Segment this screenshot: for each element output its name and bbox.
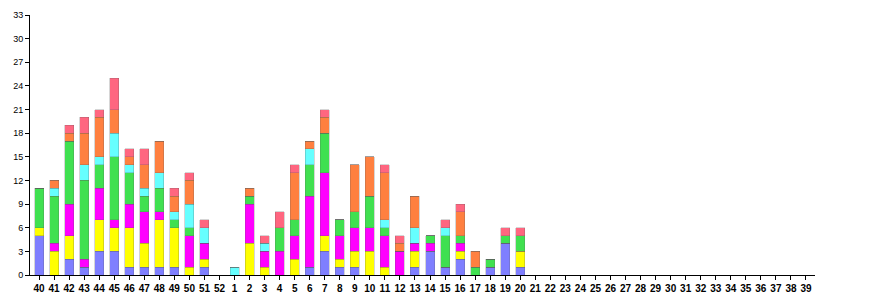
svg-text:49: 49	[169, 283, 181, 294]
svg-text:18: 18	[485, 283, 497, 294]
svg-text:24: 24	[13, 81, 23, 91]
svg-text:23: 23	[560, 283, 572, 294]
svg-text:26: 26	[605, 283, 617, 294]
svg-text:2: 2	[247, 283, 253, 294]
svg-text:32: 32	[695, 283, 707, 294]
svg-text:48: 48	[154, 283, 166, 294]
svg-text:25: 25	[590, 283, 602, 294]
svg-text:21: 21	[13, 105, 23, 115]
svg-text:36: 36	[755, 283, 767, 294]
svg-text:6: 6	[307, 283, 313, 294]
svg-text:11: 11	[380, 283, 391, 294]
svg-text:8: 8	[337, 283, 343, 294]
svg-text:9: 9	[18, 199, 23, 209]
svg-text:15: 15	[439, 283, 451, 294]
svg-text:52: 52	[214, 283, 226, 294]
svg-text:15: 15	[13, 152, 23, 162]
svg-text:10: 10	[364, 283, 376, 294]
svg-text:0: 0	[18, 270, 23, 280]
svg-text:44: 44	[94, 283, 106, 294]
svg-text:27: 27	[13, 57, 23, 67]
svg-text:42: 42	[64, 283, 76, 294]
svg-text:39: 39	[800, 283, 812, 294]
svg-text:22: 22	[545, 283, 557, 294]
svg-text:46: 46	[124, 283, 136, 294]
svg-text:4: 4	[277, 283, 283, 294]
svg-text:30: 30	[665, 283, 677, 294]
svg-text:3: 3	[18, 247, 23, 257]
svg-text:9: 9	[352, 283, 358, 294]
svg-text:33: 33	[13, 10, 23, 20]
svg-text:28: 28	[635, 283, 647, 294]
svg-text:30: 30	[13, 34, 23, 44]
svg-text:18: 18	[13, 128, 23, 138]
svg-text:16: 16	[455, 283, 467, 294]
svg-text:50: 50	[184, 283, 196, 294]
svg-text:33: 33	[710, 283, 722, 294]
svg-text:12: 12	[394, 283, 406, 294]
svg-text:40: 40	[33, 283, 45, 294]
svg-text:47: 47	[139, 283, 151, 294]
svg-text:21: 21	[530, 283, 542, 294]
svg-text:20: 20	[515, 283, 527, 294]
svg-text:12: 12	[13, 176, 23, 186]
svg-text:38: 38	[785, 283, 797, 294]
svg-text:34: 34	[725, 283, 737, 294]
svg-text:13: 13	[409, 283, 421, 294]
svg-text:51: 51	[199, 283, 211, 294]
svg-text:3: 3	[262, 283, 268, 294]
svg-text:6: 6	[18, 223, 23, 233]
svg-text:43: 43	[79, 283, 91, 294]
svg-text:27: 27	[620, 283, 632, 294]
svg-text:1: 1	[232, 283, 238, 294]
svg-text:31: 31	[680, 283, 692, 294]
svg-text:14: 14	[424, 283, 436, 294]
svg-text:41: 41	[48, 283, 60, 294]
svg-text:45: 45	[109, 283, 121, 294]
svg-text:5: 5	[292, 283, 298, 294]
svg-text:37: 37	[770, 283, 782, 294]
svg-text:19: 19	[500, 283, 512, 294]
svg-text:7: 7	[322, 283, 328, 294]
svg-text:24: 24	[575, 283, 587, 294]
svg-text:17: 17	[470, 283, 482, 294]
svg-text:29: 29	[650, 283, 662, 294]
svg-text:35: 35	[740, 283, 752, 294]
